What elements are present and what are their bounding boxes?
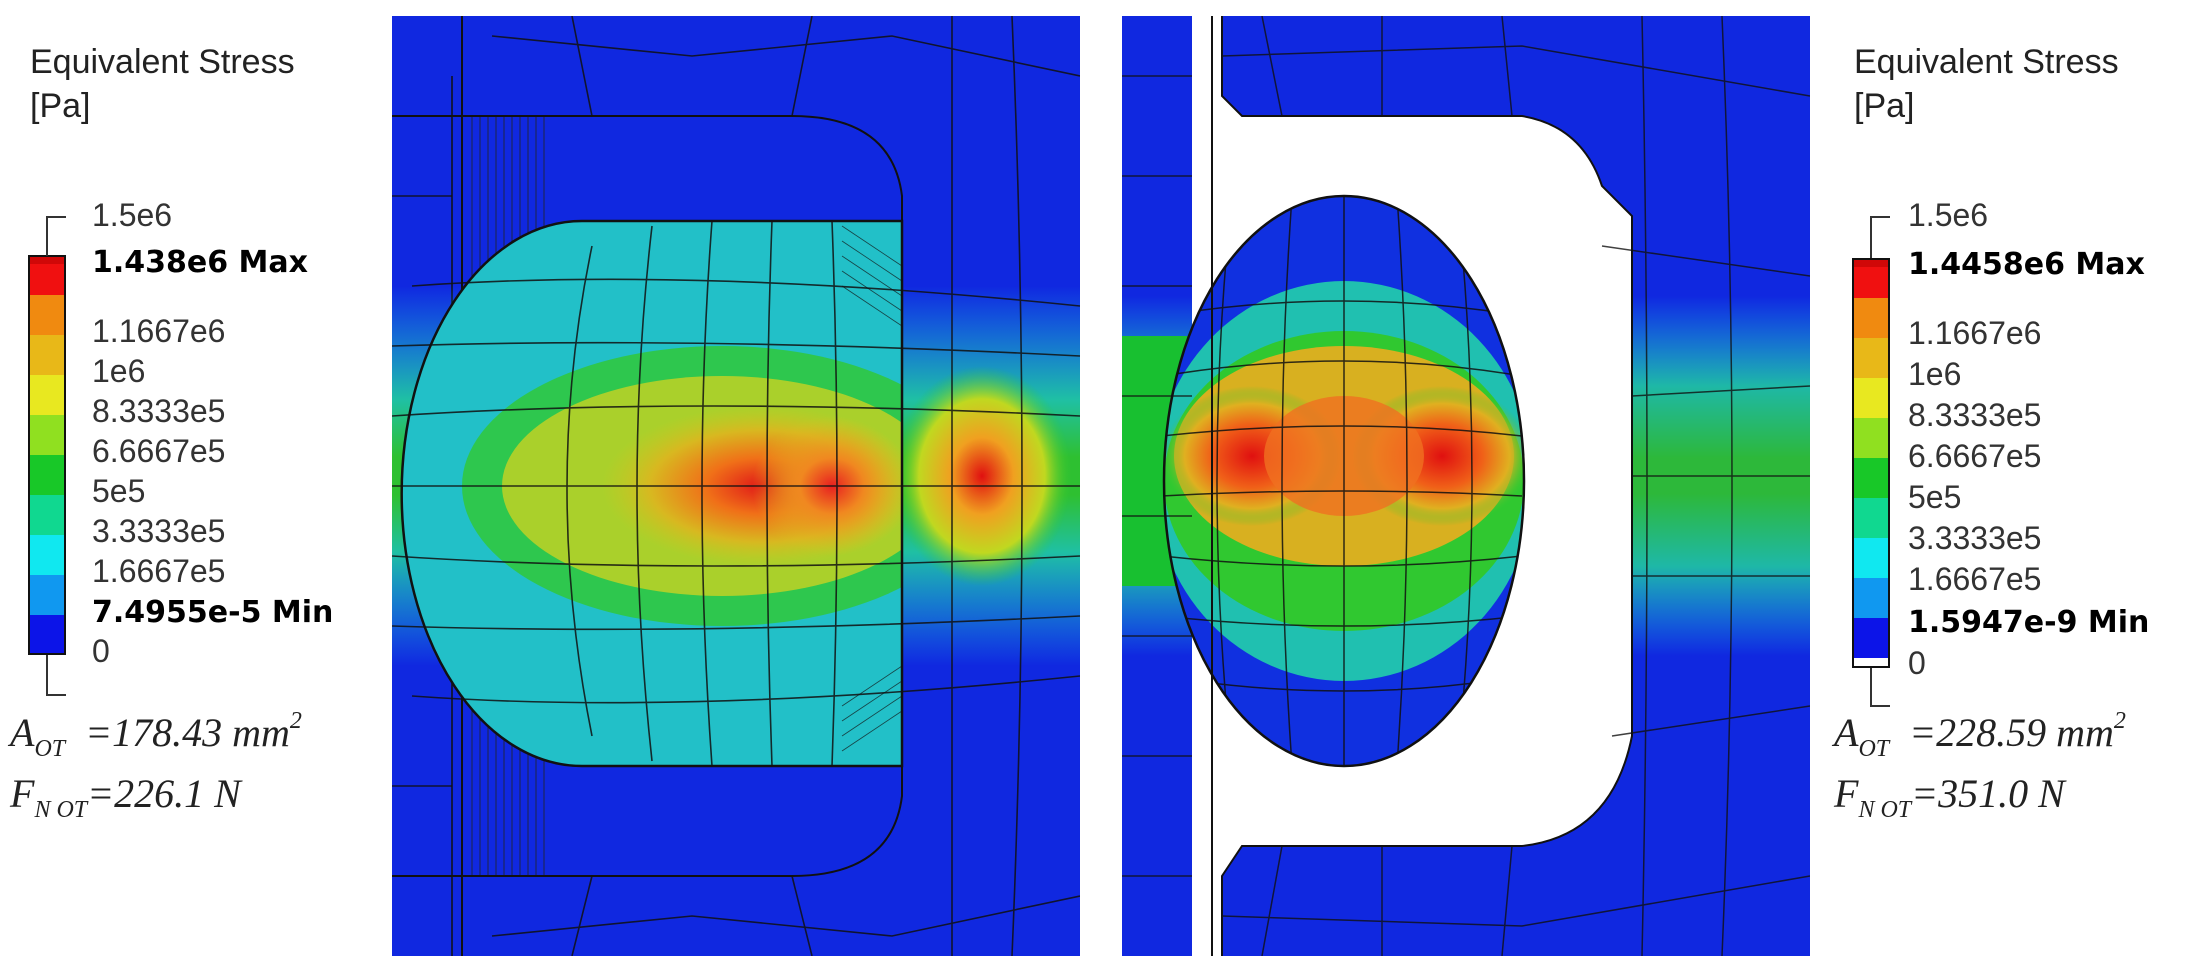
legend-bottom-limit: 0 xyxy=(1908,645,1926,681)
top-limit-bracket xyxy=(46,216,48,256)
colorbar-band-yellow-green xyxy=(1852,418,1890,458)
force-value: =226.1 N xyxy=(87,771,241,816)
area-superscript: 2 xyxy=(2113,708,2126,734)
bottom-limit-tick xyxy=(1870,705,1890,707)
area-symbol: A xyxy=(1834,710,1859,755)
colorbar-band-green xyxy=(1852,458,1890,498)
legend-level-2: 1e6 xyxy=(1908,356,1962,392)
area-subscript: OT xyxy=(34,736,66,762)
right-stress-contour-plot xyxy=(1122,16,1810,956)
legend-level-2: 1e6 xyxy=(92,353,146,389)
legend-level-4: 6.6667e5 xyxy=(1908,438,2042,474)
legend-title-unit: [Pa] xyxy=(30,87,91,125)
area-formula: AOT =178.43 mm2 xyxy=(10,708,302,763)
legend-max-label: 1.438e6 Max xyxy=(92,245,309,280)
force-subscript: N OT xyxy=(34,797,88,823)
colorbar-band-blue xyxy=(28,615,66,655)
legend-level-7: 1.6667e5 xyxy=(92,553,226,589)
force-value: =351.0 N xyxy=(1911,771,2065,816)
colorbar-band-light-blue xyxy=(28,575,66,615)
colorbar-band-blue xyxy=(1852,618,1890,658)
legend-level-4: 6.6667e5 xyxy=(92,433,226,469)
legend-title: Equivalent Stress [Pa] xyxy=(30,40,295,128)
legend-max-label: 1.4458e6 Max xyxy=(1908,247,2145,282)
force-subscript: N OT xyxy=(1858,797,1912,823)
area-formula: AOT =228.59 mm2 xyxy=(1834,708,2126,763)
colorbar-band-cyan xyxy=(28,535,66,575)
legend-level-5: 5e5 xyxy=(92,473,146,509)
colorbar-band-orange xyxy=(28,295,66,335)
colorbar-band-orange xyxy=(1852,298,1890,338)
left-stress-contour-plot xyxy=(392,16,1080,956)
bottom-limit-tick xyxy=(46,694,66,696)
legend-top-limit: 1.5e6 xyxy=(1908,197,1989,233)
legend-min-label: 7.4955e-5 Min xyxy=(92,595,334,630)
colorbar-band-yellow-orange xyxy=(28,335,66,375)
colorbar-band-red-top xyxy=(28,255,66,264)
legend-level-7: 1.6667e5 xyxy=(1908,561,2042,597)
colorbar-band-yellow-orange xyxy=(1852,338,1890,378)
left-legend-panel: Equivalent Stress [Pa] 1.5e6 1.438e6 Max… xyxy=(0,0,390,968)
colorbar-band-red-top xyxy=(1852,258,1890,267)
right-legend-panel: Equivalent Stress [Pa] 1.5e6 1.4458e6 Ma… xyxy=(1824,0,2196,968)
legend-level-1: 1.1667e6 xyxy=(1908,315,2042,351)
top-limit-tick xyxy=(1870,216,1890,218)
colorbar-band-yellow xyxy=(28,375,66,415)
colorbar-band-green xyxy=(28,455,66,495)
force-formula: FN OT=226.1 N xyxy=(10,770,241,824)
legend-bottom-limit: 0 xyxy=(92,633,110,669)
legend-level-1: 1.1667e6 xyxy=(92,313,226,349)
area-symbol: A xyxy=(10,710,35,755)
force-symbol: F xyxy=(1834,771,1859,816)
bottom-limit-bracket xyxy=(1870,668,1872,706)
force-formula: FN OT=351.0 N xyxy=(1834,770,2065,824)
colorbar xyxy=(1852,258,1890,658)
colorbar-band-yellow xyxy=(1852,378,1890,418)
legend-title-quantity: Equivalent Stress xyxy=(1854,43,2119,81)
legend-level-6: 3.3333e5 xyxy=(92,513,226,549)
area-superscript: 2 xyxy=(289,708,302,734)
legend-top-limit: 1.5e6 xyxy=(92,197,173,233)
colorbar-band-teal xyxy=(28,495,66,535)
top-limit-bracket xyxy=(1870,216,1872,258)
colorbar xyxy=(28,255,66,655)
area-value: =178.43 mm xyxy=(85,710,290,755)
colorbar-band-cyan xyxy=(1852,538,1890,578)
legend-level-3: 8.3333e5 xyxy=(92,393,226,429)
force-symbol: F xyxy=(10,771,35,816)
area-subscript: OT xyxy=(1858,736,1890,762)
legend-title-quantity: Equivalent Stress xyxy=(30,43,295,81)
legend-level-6: 3.3333e5 xyxy=(1908,520,2042,556)
legend-title-unit: [Pa] xyxy=(1854,87,1915,125)
colorbar-band-yellow-green xyxy=(28,415,66,455)
legend-level-3: 8.3333e5 xyxy=(1908,397,2042,433)
legend-level-5: 5e5 xyxy=(1908,479,1962,515)
bottom-limit-bracket xyxy=(46,655,48,695)
area-value: =228.59 mm xyxy=(1909,710,2114,755)
colorbar-band-teal xyxy=(1852,498,1890,538)
legend-title: Equivalent Stress [Pa] xyxy=(1854,40,2119,128)
top-limit-tick xyxy=(46,216,66,218)
legend-min-label: 1.5947e-9 Min xyxy=(1908,605,2150,640)
colorbar-band-light-blue xyxy=(1852,578,1890,618)
